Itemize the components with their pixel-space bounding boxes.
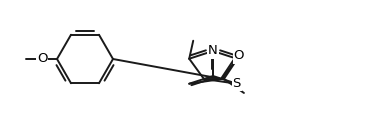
Text: N: N: [208, 44, 218, 57]
Text: S: S: [233, 77, 241, 90]
Text: O: O: [37, 53, 47, 66]
Text: O: O: [233, 49, 244, 62]
